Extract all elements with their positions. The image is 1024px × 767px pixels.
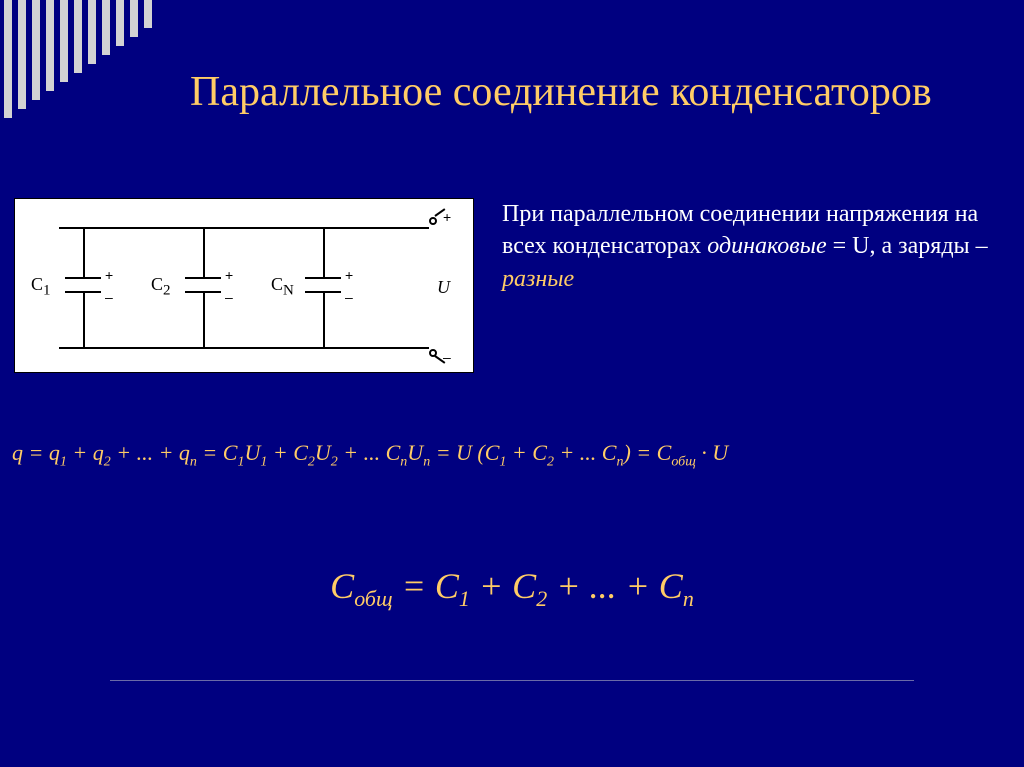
decorative-bar [32, 0, 40, 100]
polarity-minus: – [345, 289, 353, 305]
decorative-bar [144, 0, 152, 28]
capacitor-label: C1 [31, 274, 51, 300]
decorative-bar [60, 0, 68, 82]
polarity-plus: + [225, 267, 233, 283]
decorative-bar [74, 0, 82, 73]
decorative-bar [130, 0, 138, 37]
description-text: При параллельном соединении напряжения н… [502, 198, 1002, 295]
decorative-bar [102, 0, 110, 55]
wire [83, 293, 85, 347]
capacitor-plate [65, 277, 101, 279]
wire [203, 227, 205, 277]
page-title: Параллельное соединение конденсаторов [190, 68, 932, 116]
wire [323, 293, 325, 347]
equation-charge: q = q1 + q2 + ... + qn = C1U1 + C2U2 + .… [12, 440, 1012, 470]
wire [415, 227, 429, 229]
terminal-minus: – [443, 349, 451, 365]
terminal-plus: + [443, 209, 451, 225]
polarity-plus: + [105, 267, 113, 283]
decorative-bar [18, 0, 26, 109]
footer-divider [110, 680, 914, 681]
capacitor-plate [305, 277, 341, 279]
capacitor-label: C2 [151, 274, 171, 300]
desc-part2: а заряды – [882, 233, 988, 259]
desc-eqU: = U, [827, 233, 882, 259]
wire [323, 227, 325, 277]
capacitor-label: CN [271, 274, 294, 300]
decorative-bar [46, 0, 54, 91]
decorative-bar [116, 0, 124, 46]
polarity-minus: – [225, 289, 233, 305]
wire [83, 227, 85, 277]
polarity-minus: – [105, 289, 113, 305]
desc-italic1: одинаковые [707, 233, 826, 259]
wire [415, 347, 429, 349]
capacitor-plate [185, 291, 221, 293]
decorative-bar [4, 0, 12, 118]
equation-capacitance: Cобщ = C1 + C2 + ... + Cn [0, 565, 1024, 612]
content-area: C1 + – C2 + – CN + – + – U При параллельном соедине… [14, 198, 1010, 373]
decorative-bars [0, 0, 152, 118]
wire [59, 347, 415, 349]
capacitor-plate [65, 291, 101, 293]
wire [59, 227, 415, 229]
polarity-plus: + [345, 267, 353, 283]
desc-italic2: разные [502, 266, 574, 292]
capacitor-plate [305, 291, 341, 293]
voltage-label: U [437, 277, 450, 298]
terminal [429, 217, 437, 225]
wire [203, 293, 205, 347]
capacitor-plate [185, 277, 221, 279]
decorative-bar [88, 0, 96, 64]
circuit-diagram: C1 + – C2 + – CN + – + – U [14, 198, 474, 373]
